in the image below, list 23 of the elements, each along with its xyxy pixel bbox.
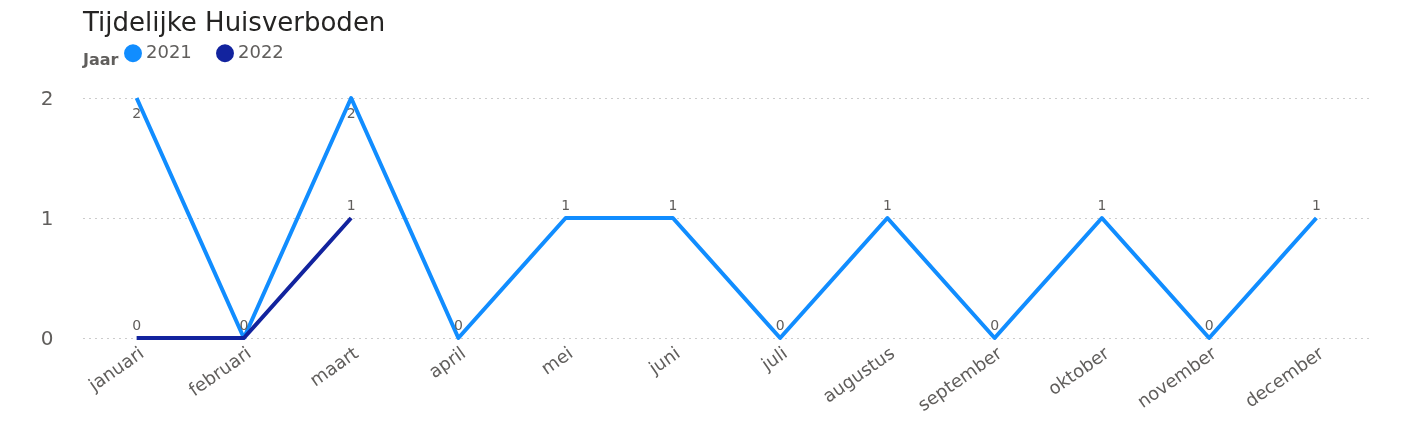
data-label: 0 xyxy=(1204,317,1214,333)
y-tick-label: 1 xyxy=(40,205,54,230)
data-label: 2 xyxy=(132,105,142,121)
data-label: 0 xyxy=(990,317,1000,333)
data-label: 2 xyxy=(346,105,356,121)
legend-title: Jaar xyxy=(82,50,119,69)
data-label: 0 xyxy=(132,317,142,333)
data-label: 1 xyxy=(1311,197,1321,213)
legend-label: 2022 xyxy=(238,41,284,63)
data-label: 1 xyxy=(561,197,571,213)
x-tick-label: mei xyxy=(536,342,577,379)
data-label: 0 xyxy=(239,317,249,333)
data-label: 1 xyxy=(668,197,678,213)
chart-title: Tijdelijke Huisverboden xyxy=(82,7,386,37)
y-tick-label: 2 xyxy=(40,85,54,110)
x-tick-label: juli xyxy=(756,342,791,375)
data-label: 0 xyxy=(775,317,785,333)
data-label: 1 xyxy=(882,197,892,213)
y-tick-label: 0 xyxy=(40,325,54,350)
data-label: 0 xyxy=(453,317,463,333)
data-label: 1 xyxy=(346,197,356,213)
data-label: 1 xyxy=(1097,197,1107,213)
legend-label: 2021 xyxy=(146,41,192,63)
